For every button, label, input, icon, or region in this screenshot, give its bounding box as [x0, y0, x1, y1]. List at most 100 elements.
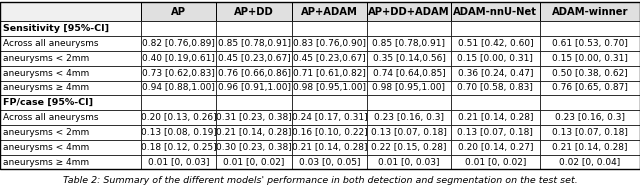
Bar: [540, 21, 640, 36]
Text: 0.21 [0.14, 0.28]: 0.21 [0.14, 0.28]: [216, 128, 292, 137]
Bar: [292, 21, 367, 36]
Bar: [540, 2, 640, 21]
Bar: [141, 125, 216, 140]
Text: 0.76 [0.66,0.86]: 0.76 [0.66,0.86]: [218, 69, 291, 78]
Text: 0.74 [0.64,0.85]: 0.74 [0.64,0.85]: [372, 69, 445, 78]
Bar: [141, 140, 216, 155]
Bar: [0, 110, 141, 125]
Text: aneurysms < 2mm: aneurysms < 2mm: [3, 54, 89, 63]
Text: 0.21 [0.14, 0.28]: 0.21 [0.14, 0.28]: [292, 143, 367, 152]
Bar: [367, 51, 451, 66]
Text: 0.96 [0.91,1.00]: 0.96 [0.91,1.00]: [218, 83, 291, 93]
Text: 0.01 [0, 0.03]: 0.01 [0, 0.03]: [378, 158, 440, 167]
Text: 0.85 [0.78,0.91]: 0.85 [0.78,0.91]: [218, 39, 291, 48]
Text: aneurysms ≥ 4mm: aneurysms ≥ 4mm: [3, 158, 89, 167]
Text: 0.21 [0.14, 0.28]: 0.21 [0.14, 0.28]: [458, 113, 533, 122]
Text: AP+DD: AP+DD: [234, 7, 274, 17]
Text: 0.02 [0, 0.04]: 0.02 [0, 0.04]: [559, 158, 621, 167]
Text: 0.71 [0.61,0.82]: 0.71 [0.61,0.82]: [293, 69, 366, 78]
Bar: [292, 95, 367, 110]
Bar: [141, 155, 216, 169]
Text: 0.23 [0.16, 0.3]: 0.23 [0.16, 0.3]: [555, 113, 625, 122]
Text: Table 2: Summary of the different models' performance in both detection and segm: Table 2: Summary of the different models…: [63, 176, 577, 185]
Text: Across all aneurysms: Across all aneurysms: [3, 39, 99, 48]
Bar: [141, 51, 216, 66]
Bar: [216, 66, 292, 81]
Text: 0.13 [0.07, 0.18]: 0.13 [0.07, 0.18]: [458, 128, 533, 137]
Text: 0.13 [0.07, 0.18]: 0.13 [0.07, 0.18]: [552, 128, 628, 137]
Bar: [216, 125, 292, 140]
Text: 0.98 [0.95,1.00]: 0.98 [0.95,1.00]: [372, 83, 445, 93]
Text: 0.20 [0.13, 0.26]: 0.20 [0.13, 0.26]: [141, 113, 216, 122]
Bar: [216, 21, 292, 36]
Bar: [451, 125, 540, 140]
Bar: [141, 21, 216, 36]
Text: 0.24 [0.17, 0.31]: 0.24 [0.17, 0.31]: [292, 113, 367, 122]
Bar: [0, 2, 141, 21]
Bar: [367, 66, 451, 81]
Text: 0.83 [0.76,0.90]: 0.83 [0.76,0.90]: [293, 39, 366, 48]
Text: 0.01 [0, 0.02]: 0.01 [0, 0.02]: [223, 158, 285, 167]
Text: 0.01 [0, 0.03]: 0.01 [0, 0.03]: [148, 158, 209, 167]
Text: 0.13 [0.07, 0.18]: 0.13 [0.07, 0.18]: [371, 128, 447, 137]
Bar: [540, 155, 640, 169]
Text: 0.70 [0.58, 0.83]: 0.70 [0.58, 0.83]: [458, 83, 533, 93]
Text: 0.31 [0.23, 0.38]: 0.31 [0.23, 0.38]: [216, 113, 292, 122]
Bar: [292, 51, 367, 66]
Bar: [451, 66, 540, 81]
Text: 0.36 [0.24, 0.47]: 0.36 [0.24, 0.47]: [458, 69, 533, 78]
Bar: [0, 140, 141, 155]
Bar: [0, 51, 141, 66]
Bar: [540, 110, 640, 125]
Text: 0.30 [0.23, 0.38]: 0.30 [0.23, 0.38]: [216, 143, 292, 152]
Bar: [216, 110, 292, 125]
Text: 0.45 [0.23,0.67]: 0.45 [0.23,0.67]: [218, 54, 291, 63]
Text: 0.13 [0.08, 0.19]: 0.13 [0.08, 0.19]: [141, 128, 216, 137]
Text: aneurysms < 4mm: aneurysms < 4mm: [3, 69, 89, 78]
Text: 0.61 [0.53, 0.70]: 0.61 [0.53, 0.70]: [552, 39, 628, 48]
Text: AP+DD+ADAM: AP+DD+ADAM: [368, 7, 450, 17]
Text: 0.50 [0.38, 0.62]: 0.50 [0.38, 0.62]: [552, 69, 628, 78]
Text: 0.18 [0.12, 0.25]: 0.18 [0.12, 0.25]: [141, 143, 216, 152]
Bar: [451, 36, 540, 51]
Text: ADAM-winner: ADAM-winner: [552, 7, 628, 17]
Text: AP+ADAM: AP+ADAM: [301, 7, 358, 17]
Bar: [0, 36, 141, 51]
Text: 0.51 [0.42, 0.60]: 0.51 [0.42, 0.60]: [458, 39, 533, 48]
Text: 0.45 [0.23,0.67]: 0.45 [0.23,0.67]: [293, 54, 366, 63]
Bar: [0, 81, 141, 95]
Text: aneurysms < 2mm: aneurysms < 2mm: [3, 128, 89, 137]
Bar: [216, 51, 292, 66]
Bar: [540, 51, 640, 66]
Bar: [292, 66, 367, 81]
Bar: [216, 2, 292, 21]
Text: Across all aneurysms: Across all aneurysms: [3, 113, 99, 122]
Text: 0.94 [0.88,1.00]: 0.94 [0.88,1.00]: [142, 83, 215, 93]
Text: 0.20 [0.14, 0.27]: 0.20 [0.14, 0.27]: [458, 143, 533, 152]
Text: 0.23 [0.16, 0.3]: 0.23 [0.16, 0.3]: [374, 113, 444, 122]
Bar: [451, 51, 540, 66]
Text: 0.03 [0, 0.05]: 0.03 [0, 0.05]: [299, 158, 360, 167]
Bar: [367, 21, 451, 36]
Text: 0.01 [0, 0.02]: 0.01 [0, 0.02]: [465, 158, 526, 167]
Bar: [0, 125, 141, 140]
Bar: [367, 81, 451, 95]
Bar: [451, 140, 540, 155]
Bar: [0, 95, 141, 110]
Bar: [540, 36, 640, 51]
Bar: [292, 125, 367, 140]
Bar: [292, 81, 367, 95]
Bar: [367, 36, 451, 51]
Bar: [367, 110, 451, 125]
Bar: [451, 110, 540, 125]
Text: 0.40 [0.19,0.61]: 0.40 [0.19,0.61]: [142, 54, 215, 63]
Text: 0.15 [0.00, 0.31]: 0.15 [0.00, 0.31]: [552, 54, 628, 63]
Text: ADAM-nnU-Net: ADAM-nnU-Net: [453, 7, 538, 17]
Text: 0.21 [0.14, 0.28]: 0.21 [0.14, 0.28]: [552, 143, 628, 152]
Bar: [540, 140, 640, 155]
Bar: [292, 36, 367, 51]
Text: 0.85 [0.78,0.91]: 0.85 [0.78,0.91]: [372, 39, 445, 48]
Text: 0.35 [0.14,0.56]: 0.35 [0.14,0.56]: [372, 54, 445, 63]
Bar: [540, 95, 640, 110]
Text: 0.15 [0.00, 0.31]: 0.15 [0.00, 0.31]: [458, 54, 533, 63]
